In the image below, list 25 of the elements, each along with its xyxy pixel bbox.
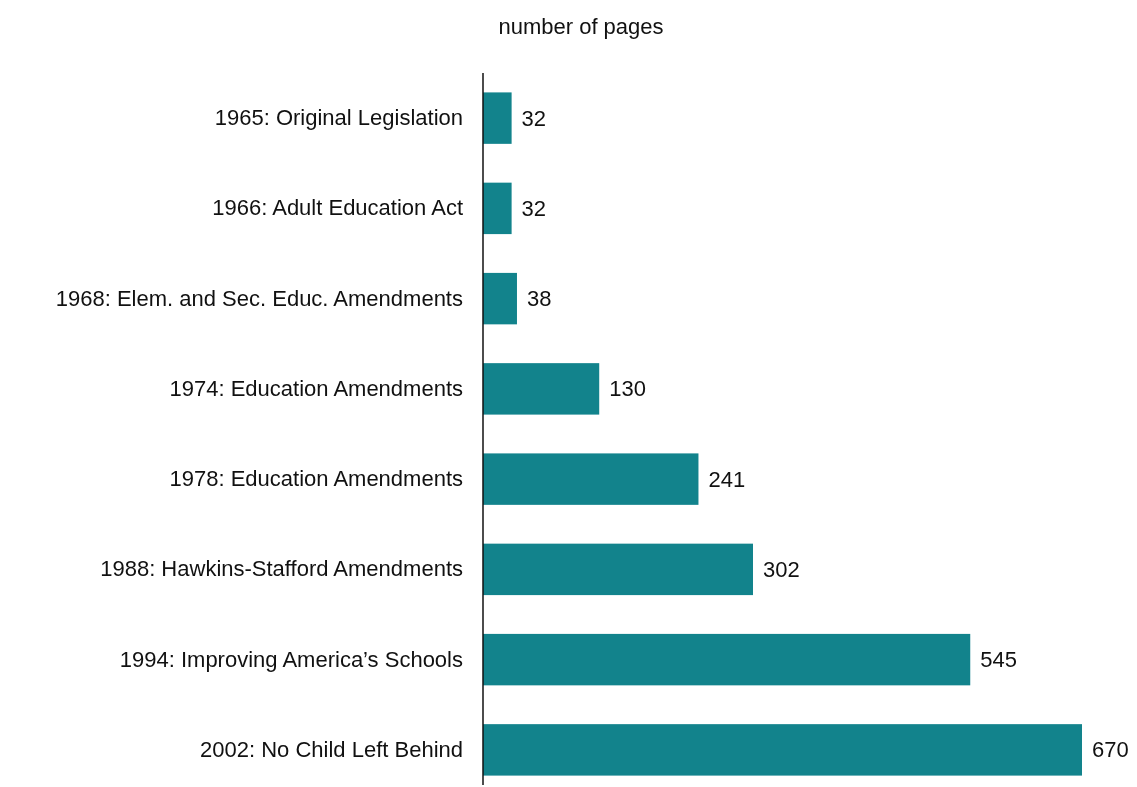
y-tick-label: 1968: Elem. and Sec. Educ. Amendments [55, 285, 463, 311]
data-label: 32 [521, 105, 547, 131]
data-label: 38 [526, 286, 552, 312]
y-tick-label: 1974: Education Amendments [169, 375, 463, 401]
data-label: 670 [1092, 737, 1129, 763]
data-label: 241 [708, 466, 746, 492]
x-axis-title: number of pages [498, 13, 664, 39]
data-label: 32 [521, 195, 547, 221]
bar [483, 182, 512, 235]
data-label: 545 [980, 647, 1017, 673]
bar [483, 633, 971, 686]
y-tick-label: 1966: Adult Education Act [212, 195, 463, 221]
y-tick-label: 1965: Original Legislation [214, 105, 463, 131]
bar [483, 92, 512, 144]
y-tick-label: 1978: Education Amendments [169, 466, 463, 492]
bar [483, 724, 1082, 776]
bar [483, 272, 517, 325]
data-label: 302 [763, 556, 800, 582]
y-tick-label: 2002: No Child Left Behind [200, 736, 463, 762]
bar [483, 543, 753, 596]
y-tick-label: 1994: Improving America’s Schools [119, 646, 463, 672]
bar [483, 363, 600, 415]
data-label: 130 [609, 376, 646, 402]
y-tick-label: 1988: Hawkins-Stafford Amendments [100, 556, 463, 582]
bar [483, 453, 699, 505]
